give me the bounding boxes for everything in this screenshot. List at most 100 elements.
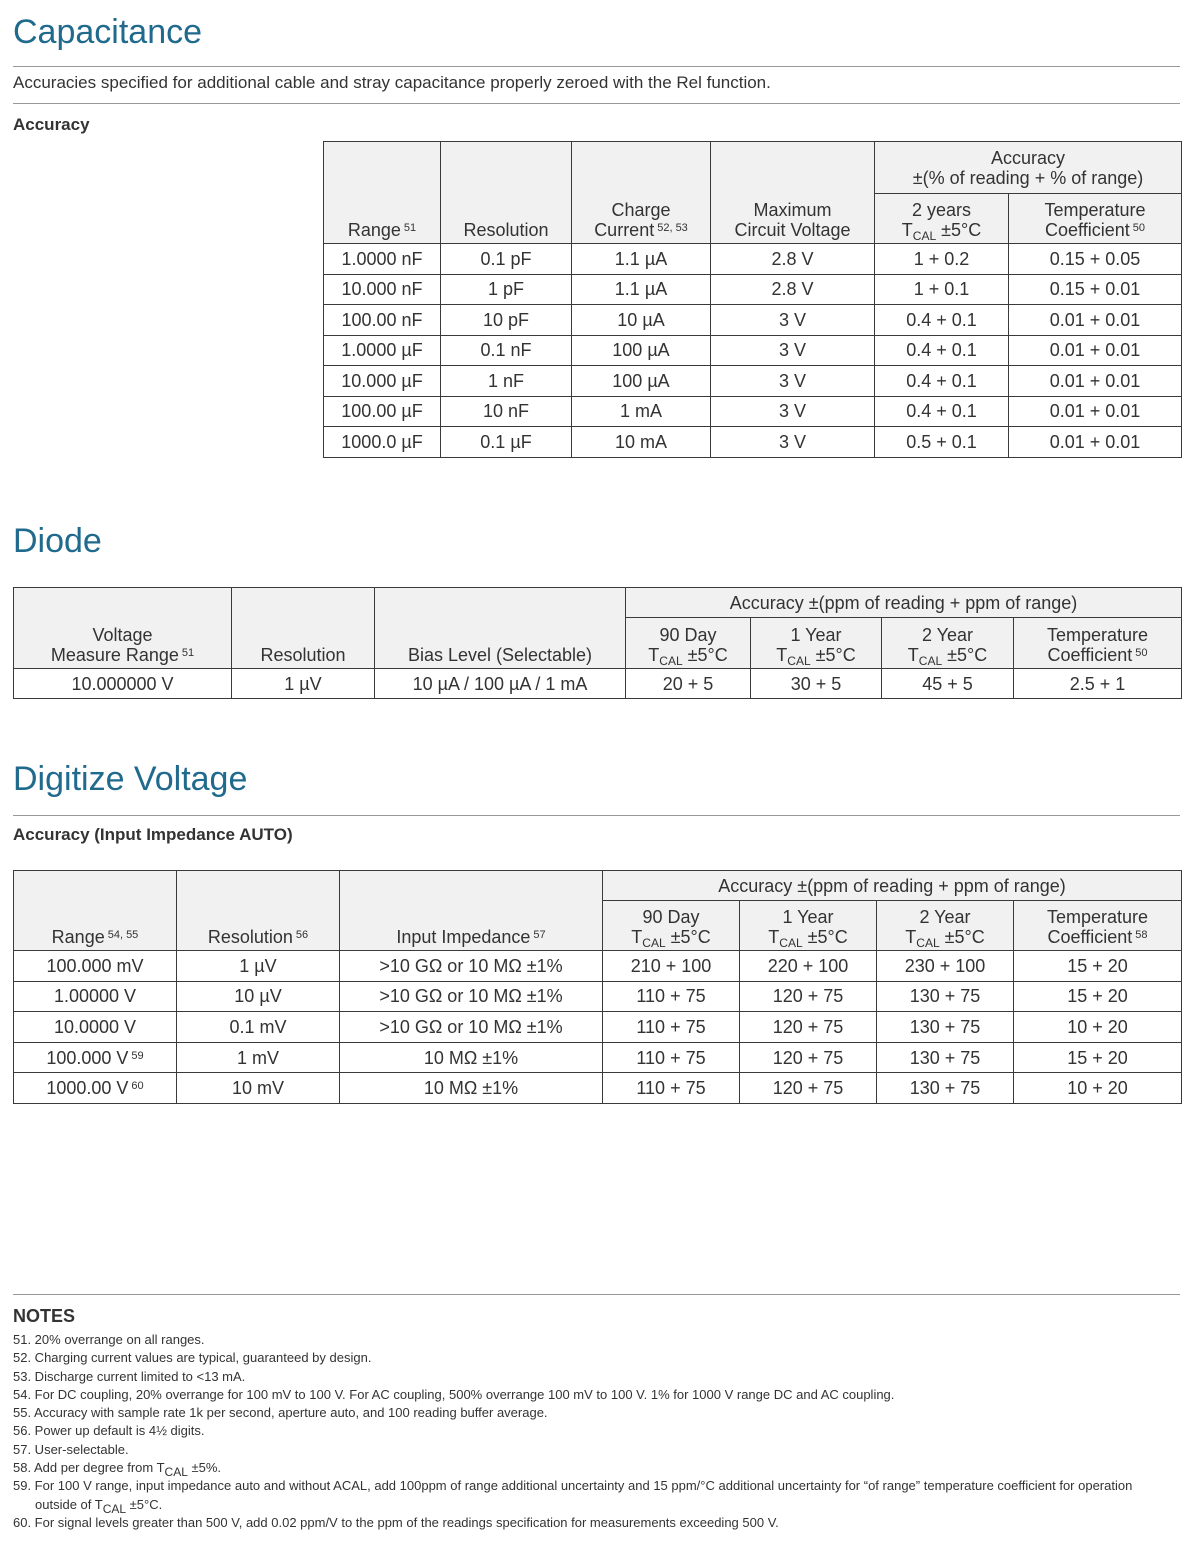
text: ±5%.	[187, 1460, 222, 1476]
text: 2 years	[911, 200, 972, 220]
text: 1 Year	[782, 907, 834, 927]
superscript: 50	[1132, 222, 1145, 234]
superscript: 50	[1135, 647, 1148, 659]
table-cell: >10 GΩ or 10 MΩ ±1%	[339, 1011, 603, 1043]
table-cell: 130 + 75	[876, 980, 1014, 1013]
text: Charge	[611, 200, 671, 220]
header-line: 90 Day	[603, 907, 739, 927]
text: Accuracy ±(ppm of reading + ppm of range…	[718, 875, 1066, 896]
superscript: 54, 55	[107, 929, 139, 941]
table-row: 100.00 nF 10 pF 10 µA 3 V 0.4 + 0.1 0.01 + 0.…	[323, 304, 1183, 336]
text: 59. For 100 V range, input impedance aut…	[13, 1478, 1133, 1512]
header-line: TCAL ±5°C	[740, 927, 876, 949]
table-cell: 0.15 + 0.05	[1007, 243, 1183, 275]
text: 51. 20% overrange on all ranges.	[13, 1332, 205, 1347]
note: 52. Charging current values are typical,…	[13, 1349, 1173, 1367]
superscript: 52, 53	[657, 222, 688, 234]
text: Coefficient	[1047, 645, 1133, 665]
subscript: CAL	[642, 936, 666, 950]
spec-table: Range 51 Resolution Charge Current 52, 53 Maxi…	[323, 141, 1183, 458]
header-line: Coefficient 50	[1009, 220, 1181, 240]
table-cell: 1 µV	[176, 950, 340, 982]
text: Accuracy	[990, 147, 1066, 168]
column-header: Charge Current 52, 53	[571, 141, 711, 244]
subtitle: Accuracy (Input Impedance AUTO)	[13, 825, 293, 844]
table-cell: 230 + 100	[876, 950, 1014, 982]
text: T	[901, 220, 913, 240]
superscript: 51	[403, 222, 417, 234]
text: ±5°C	[939, 927, 985, 947]
text: T	[648, 645, 660, 665]
group-header: Accuracy ±(ppm of reading + ppm of range…	[601, 870, 1183, 901]
table-cell: 1.1 µA	[571, 243, 711, 275]
text: Accuracy ±(ppm of reading + ppm of range…	[729, 592, 1078, 613]
table-cell: 0.1 µF	[440, 426, 572, 458]
table-cell: 120 + 75	[739, 1041, 877, 1074]
table-cell: 10 µV	[176, 980, 340, 1013]
table-cell: 120 + 75	[739, 1072, 877, 1104]
text: ±5°C	[802, 927, 848, 947]
text: 2 Year	[921, 625, 974, 645]
text: 54. For DC coupling, 20% overrange for 1…	[13, 1386, 895, 1402]
table-row: 1000.0 µF 0.1 µF 10 mA 3 V 0.5 + 0.1 0.01 + 0…	[323, 426, 1183, 458]
table-cell: 220 + 100	[739, 950, 877, 982]
table-cell: 100.00 µF	[323, 395, 441, 427]
text: ±5°C	[682, 645, 728, 665]
text: Voltage	[92, 625, 153, 645]
text: Temperature	[1046, 907, 1149, 927]
column-header: Range 51	[323, 141, 441, 244]
table-head: Voltage Measure Range 51 Resolution Bias Lev…	[13, 587, 1183, 669]
table-cell: 10.000000 V	[13, 668, 232, 699]
table-cell: 2.8 V	[710, 273, 875, 305]
table-cell: 10 MΩ ±1%	[339, 1072, 603, 1104]
header-line: Input Impedance 57	[340, 927, 602, 947]
subscript: CAL	[916, 936, 940, 950]
text: Maximum	[753, 200, 832, 220]
column-header: Resolution 56	[176, 870, 340, 951]
header-line: Coefficient 50	[1014, 645, 1181, 665]
column-header: 2 Year TCAL ±5°C	[876, 900, 1014, 951]
header-line: Circuit Voltage	[711, 220, 874, 240]
note: 59. For 100 V range, input impedance aut…	[13, 1477, 1173, 1514]
table-cell: 15 + 20	[1012, 950, 1183, 982]
text: Coefficient	[1045, 220, 1130, 240]
group-header: Accuracy ±(ppm of reading + ppm of range…	[624, 587, 1183, 618]
text: Measure Range	[50, 645, 179, 665]
table-cell: 0.01 + 0.01	[1007, 426, 1183, 458]
header-line: Coefficient 58	[1014, 927, 1181, 947]
table-row: 100.000 mV 1 µV >10 GΩ or 10 MΩ ±1% 210 + 1…	[13, 950, 1183, 982]
section-title: Diode	[13, 522, 102, 560]
column-header: Resolution	[231, 587, 375, 669]
text: Circuit Voltage	[734, 220, 851, 240]
header-line: Voltage	[14, 625, 231, 645]
text: 90 Day	[642, 907, 700, 927]
table-cell: 130 + 75	[876, 1041, 1014, 1074]
note: 58. Add per degree from TCAL ±5%.	[13, 1459, 1173, 1478]
table-cell: 1000.00 V 60	[13, 1072, 177, 1104]
table-row: 10.000 µF 1 nF 100 µA 3 V 0.4 + 0.1 0.01 + 0.…	[323, 365, 1183, 397]
header-line: 1 Year	[740, 907, 876, 927]
header-line: ±(% of reading + % of range)	[875, 168, 1181, 188]
table-cell: 110 + 75	[602, 1011, 740, 1043]
column-header: 90 Day TCAL ±5°C	[602, 900, 740, 951]
text: 1000.00 V	[46, 1078, 129, 1099]
table-cell: 3 V	[710, 304, 875, 336]
table-cell: 1 mA	[571, 395, 711, 427]
table-cell: 2.8 V	[710, 243, 875, 275]
table-cell: 0.01 + 0.01	[1007, 334, 1183, 366]
table-cell: 130 + 75	[876, 1011, 1014, 1043]
table-cell: 3 V	[710, 365, 875, 397]
table-cell: 3 V	[710, 426, 875, 458]
table-cell: 10.000 µF	[323, 365, 441, 397]
text: ±5°C.	[126, 1496, 163, 1512]
table-cell: 100.00 nF	[323, 304, 441, 336]
table-cell: 100.000 V 59	[13, 1041, 177, 1074]
table-head: Range 54, 55 Resolution 56 Input Impedance 57…	[13, 870, 1183, 951]
table-row: 100.000 V 59 1 mV 10 MΩ ±1% 110 + 75 120 + 75…	[13, 1041, 1183, 1074]
text: Temperature	[1046, 625, 1149, 645]
table-cell: 0.01 + 0.01	[1007, 304, 1183, 336]
header-line: Range 54, 55	[14, 927, 176, 947]
table-cell: 0.4 + 0.1	[874, 304, 1009, 336]
superscript: 56	[295, 929, 309, 941]
